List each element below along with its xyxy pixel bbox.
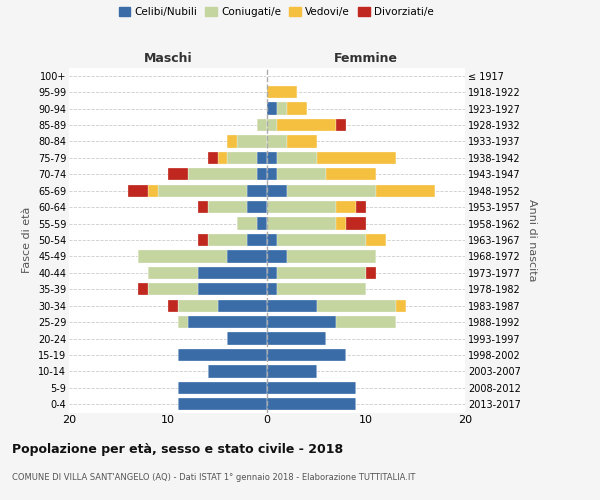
- Bar: [267, 332, 326, 344]
- Bar: [277, 283, 366, 296]
- Bar: [287, 102, 307, 115]
- Text: Popolazione per età, sesso e stato civile - 2018: Popolazione per età, sesso e stato civil…: [12, 442, 343, 456]
- Bar: [366, 266, 376, 279]
- Bar: [168, 300, 178, 312]
- Text: COMUNE DI VILLA SANT'ANGELO (AQ) - Dati ISTAT 1° gennaio 2018 - Elaborazione TUT: COMUNE DI VILLA SANT'ANGELO (AQ) - Dati …: [12, 472, 415, 482]
- Bar: [178, 398, 267, 410]
- Text: Maschi: Maschi: [143, 52, 193, 65]
- Bar: [267, 283, 277, 296]
- Bar: [247, 201, 267, 213]
- Bar: [178, 382, 267, 394]
- Bar: [178, 316, 188, 328]
- Bar: [238, 218, 257, 230]
- Bar: [227, 332, 267, 344]
- Bar: [139, 250, 227, 262]
- Bar: [257, 152, 267, 164]
- Bar: [287, 136, 317, 147]
- Bar: [267, 119, 277, 131]
- Bar: [267, 382, 356, 394]
- Bar: [267, 102, 277, 115]
- Bar: [257, 168, 267, 180]
- Bar: [267, 201, 337, 213]
- Bar: [128, 184, 148, 197]
- Bar: [208, 152, 218, 164]
- Bar: [267, 168, 277, 180]
- Bar: [257, 218, 267, 230]
- Bar: [267, 86, 296, 99]
- Bar: [178, 349, 267, 361]
- Bar: [346, 218, 366, 230]
- Bar: [267, 136, 287, 147]
- Bar: [337, 218, 346, 230]
- Bar: [267, 266, 277, 279]
- Y-axis label: Fasce di età: Fasce di età: [22, 207, 32, 273]
- Bar: [277, 102, 287, 115]
- Bar: [188, 168, 257, 180]
- Bar: [267, 316, 337, 328]
- Bar: [277, 152, 317, 164]
- Bar: [218, 152, 227, 164]
- Bar: [317, 300, 396, 312]
- Bar: [247, 184, 267, 197]
- Y-axis label: Anni di nascita: Anni di nascita: [527, 198, 538, 281]
- Bar: [158, 184, 247, 197]
- Bar: [208, 234, 247, 246]
- Bar: [277, 119, 336, 131]
- Bar: [227, 136, 238, 147]
- Bar: [287, 184, 376, 197]
- Bar: [356, 201, 366, 213]
- Bar: [396, 300, 406, 312]
- Bar: [227, 250, 267, 262]
- Bar: [198, 266, 267, 279]
- Bar: [267, 234, 277, 246]
- Bar: [238, 136, 267, 147]
- Text: Femmine: Femmine: [334, 52, 398, 65]
- Bar: [198, 234, 208, 246]
- Bar: [198, 201, 208, 213]
- Bar: [287, 250, 376, 262]
- Bar: [277, 168, 326, 180]
- Bar: [247, 234, 267, 246]
- Bar: [277, 234, 366, 246]
- Bar: [366, 234, 386, 246]
- Bar: [267, 366, 317, 378]
- Bar: [178, 300, 218, 312]
- Bar: [337, 316, 396, 328]
- Bar: [257, 119, 267, 131]
- Bar: [376, 184, 435, 197]
- Bar: [267, 184, 287, 197]
- Bar: [148, 283, 198, 296]
- Bar: [227, 152, 257, 164]
- Bar: [267, 152, 277, 164]
- Bar: [208, 201, 247, 213]
- Bar: [267, 218, 337, 230]
- Bar: [267, 349, 346, 361]
- Bar: [277, 266, 366, 279]
- Bar: [138, 283, 148, 296]
- Legend: Celibi/Nubili, Coniugati/e, Vedovi/e, Divorziati/e: Celibi/Nubili, Coniugati/e, Vedovi/e, Di…: [116, 5, 436, 20]
- Bar: [208, 366, 267, 378]
- Bar: [337, 119, 346, 131]
- Bar: [148, 266, 198, 279]
- Bar: [317, 152, 396, 164]
- Bar: [168, 168, 188, 180]
- Bar: [198, 283, 267, 296]
- Bar: [218, 300, 267, 312]
- Bar: [337, 201, 356, 213]
- Bar: [326, 168, 376, 180]
- Bar: [267, 250, 287, 262]
- Bar: [267, 300, 317, 312]
- Bar: [148, 184, 158, 197]
- Bar: [188, 316, 267, 328]
- Bar: [267, 398, 356, 410]
